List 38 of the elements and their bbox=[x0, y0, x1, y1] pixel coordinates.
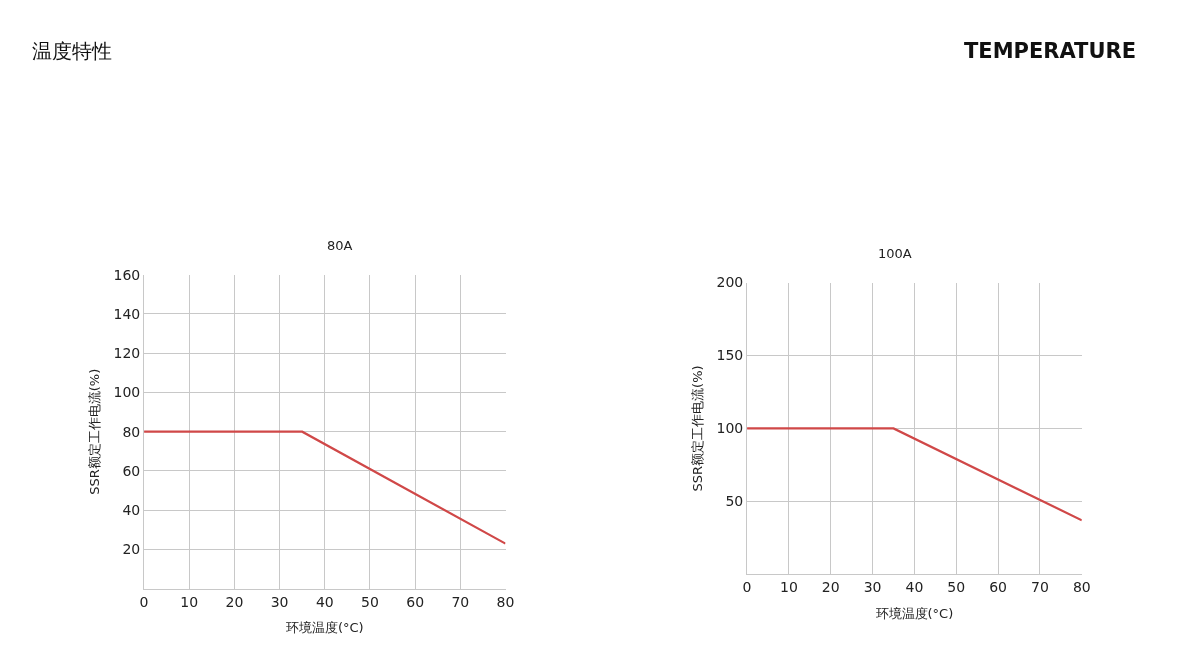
y-tick-label: 100 bbox=[716, 420, 744, 437]
y-tick-label: 150 bbox=[716, 347, 744, 364]
x-tick-label: 50 bbox=[361, 593, 379, 610]
y-tick-label: 50 bbox=[725, 493, 744, 510]
x-tick-label: 20 bbox=[225, 593, 244, 610]
x-axis-title: 环境温度(°C) bbox=[875, 605, 954, 621]
chart-title: 80A bbox=[327, 238, 353, 253]
x-tick-label: 60 bbox=[989, 579, 1008, 596]
x-tick-label: 10 bbox=[180, 593, 199, 610]
text: 温度特性 bbox=[32, 39, 112, 63]
x-tick-label: 80 bbox=[1072, 579, 1091, 596]
x-axis-title: 环境温度(°C) bbox=[285, 620, 364, 636]
x-tick-label: 40 bbox=[905, 579, 924, 596]
x-tick-label: 30 bbox=[270, 593, 289, 610]
chart-title: 100A bbox=[878, 246, 912, 261]
x-tick-label: 0 bbox=[742, 579, 752, 596]
y-tick-label: 160 bbox=[113, 266, 141, 283]
x-tick-label: 50 bbox=[947, 579, 966, 596]
y-tick-label: 40 bbox=[122, 502, 141, 519]
x-tick-label: 80 bbox=[496, 593, 515, 610]
x-tick-label: 70 bbox=[1031, 579, 1049, 596]
y-axis-title: SSR额定工作电流(%) bbox=[690, 365, 706, 492]
text: TEMPERATURE bbox=[964, 39, 1136, 63]
y-tick-label: 200 bbox=[716, 274, 744, 291]
x-tick-label: 10 bbox=[779, 579, 798, 596]
x-tick-label: 60 bbox=[406, 593, 425, 610]
y-axis-title: SSR额定工作电流(%) bbox=[87, 368, 103, 495]
y-tick-label: 140 bbox=[113, 305, 141, 322]
x-tick-label: 0 bbox=[139, 593, 149, 610]
x-tick-label: 70 bbox=[451, 593, 470, 610]
y-tick-label: 100 bbox=[113, 384, 141, 401]
x-tick-label: 20 bbox=[821, 579, 840, 596]
x-tick-label: 40 bbox=[315, 593, 334, 610]
y-tick-label: 120 bbox=[113, 345, 141, 362]
x-tick-label: 30 bbox=[863, 579, 882, 596]
y-tick-label: 60 bbox=[122, 462, 141, 479]
y-tick-label: 80 bbox=[122, 423, 141, 440]
y-tick-label: 20 bbox=[122, 541, 141, 558]
